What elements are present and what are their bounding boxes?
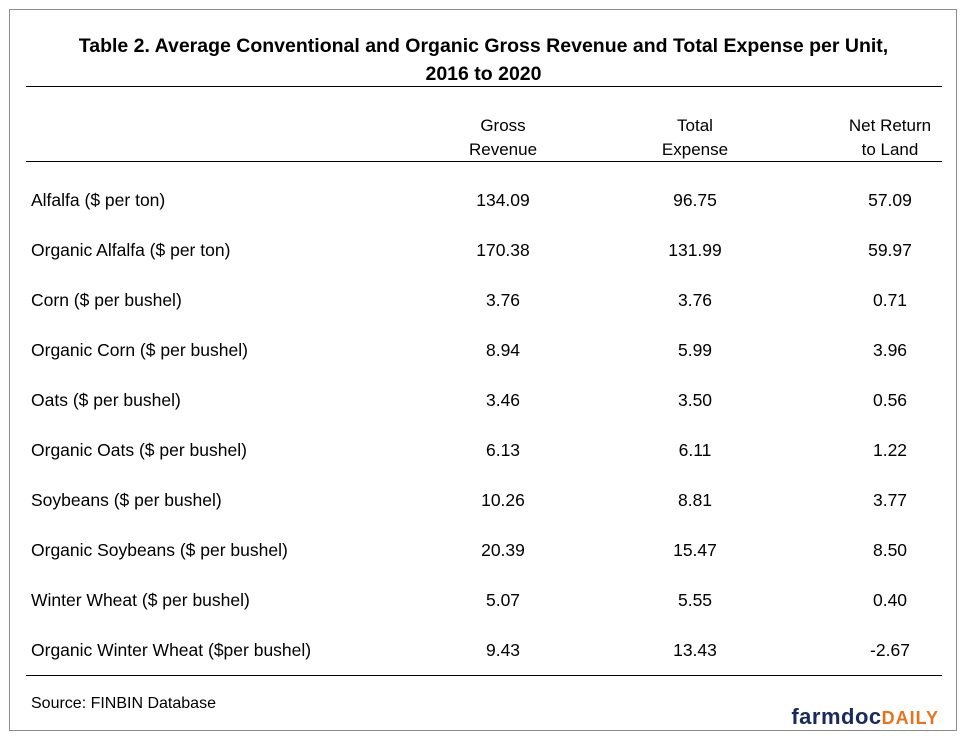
table-cell: 170.38 — [476, 240, 530, 260]
column-header-gross-revenue: Gross Revenue — [423, 114, 583, 162]
table-cell: 3.77 — [872, 490, 908, 510]
table-cell: 3.46 — [485, 390, 521, 410]
column-header-net-return: Net Return to Land — [810, 114, 967, 162]
row-label: Winter Wheat ($ per bushel) — [31, 590, 250, 610]
column-header-line: to Land — [861, 140, 919, 159]
table-cell: 5.55 — [677, 590, 713, 610]
table-cell: 6.11 — [678, 440, 712, 460]
column-header-line: Expense — [661, 140, 729, 159]
table-cell: 3.76 — [485, 290, 521, 310]
row-label: Organic Soybeans ($ per bushel) — [31, 540, 288, 560]
top-rule — [26, 86, 942, 87]
title-line-2: 2016 to 2020 — [425, 63, 542, 85]
logo-text-daily: DAILY — [881, 708, 939, 728]
table-cell: 10.26 — [481, 490, 525, 510]
table-cell: 96.75 — [673, 190, 717, 210]
table-cell: 0.56 — [872, 390, 908, 410]
farmdoc-daily-logo: farmdocDAILY — [791, 704, 939, 731]
table-cell: 8.81 — [677, 490, 713, 510]
table-cell: 0.40 — [872, 590, 908, 610]
table-cell: 5.99 — [677, 340, 713, 360]
table-frame — [9, 9, 957, 731]
header-rule — [26, 161, 942, 162]
row-label: Alfalfa ($ per ton) — [31, 190, 166, 210]
table-cell: 8.50 — [872, 540, 908, 560]
column-header-line: Net Return — [848, 116, 932, 135]
table-cell: 131.99 — [668, 240, 722, 260]
table-cell: 5.07 — [485, 590, 521, 610]
title-line-1: Table 2. Average Conventional and Organi… — [78, 35, 889, 57]
row-label: Organic Oats ($ per bushel) — [31, 440, 247, 460]
table-cell: 57.09 — [868, 190, 912, 210]
logo-text-farmdoc: farmdoc — [791, 704, 882, 729]
table-cell: 15.47 — [673, 540, 717, 560]
table-cell: 20.39 — [481, 540, 525, 560]
row-label: Soybeans ($ per bushel) — [31, 490, 222, 510]
table-cell: 59.97 — [868, 240, 912, 260]
source-note: Source: FINBIN Database — [31, 695, 216, 712]
table-cell: -2.67 — [870, 640, 910, 660]
table-cell: 8.94 — [485, 340, 521, 360]
row-label: Organic Winter Wheat ($per bushel) — [31, 640, 312, 660]
table-cell: 0.71 — [872, 290, 908, 310]
column-header-total-expense: Total Expense — [615, 114, 775, 162]
table-cell: 6.13 — [485, 440, 521, 460]
table-title: Table 2. Average Conventional and Organi… — [0, 32, 967, 88]
row-label: Corn ($ per bushel) — [31, 290, 182, 310]
table-cell: 134.09 — [476, 190, 530, 210]
row-label: Oats ($ per bushel) — [31, 390, 181, 410]
table-cell: 9.43 — [485, 640, 521, 660]
row-label: Organic Alfalfa ($ per ton) — [31, 240, 231, 260]
table-cell: 3.76 — [677, 290, 713, 310]
column-header-line: Total — [677, 116, 713, 135]
table-cell: 3.50 — [677, 390, 713, 410]
table-cell: 1.22 — [872, 440, 908, 460]
row-label: Organic Corn ($ per bushel) — [31, 340, 248, 360]
column-header-line: Gross — [480, 116, 526, 135]
table-cell: 3.96 — [872, 340, 908, 360]
table-cell: 13.43 — [673, 640, 717, 660]
column-header-line: Revenue — [468, 140, 538, 159]
bottom-rule — [26, 675, 942, 676]
